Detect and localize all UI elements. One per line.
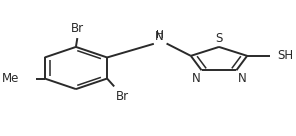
Text: N: N (192, 72, 200, 85)
Text: N: N (238, 72, 247, 85)
Text: N: N (155, 30, 164, 43)
Text: H: H (156, 30, 163, 40)
Text: Br: Br (116, 90, 129, 103)
Text: S: S (215, 32, 223, 45)
Text: Br: Br (71, 22, 84, 35)
Text: SH: SH (277, 49, 293, 62)
Text: Me: Me (2, 72, 19, 85)
